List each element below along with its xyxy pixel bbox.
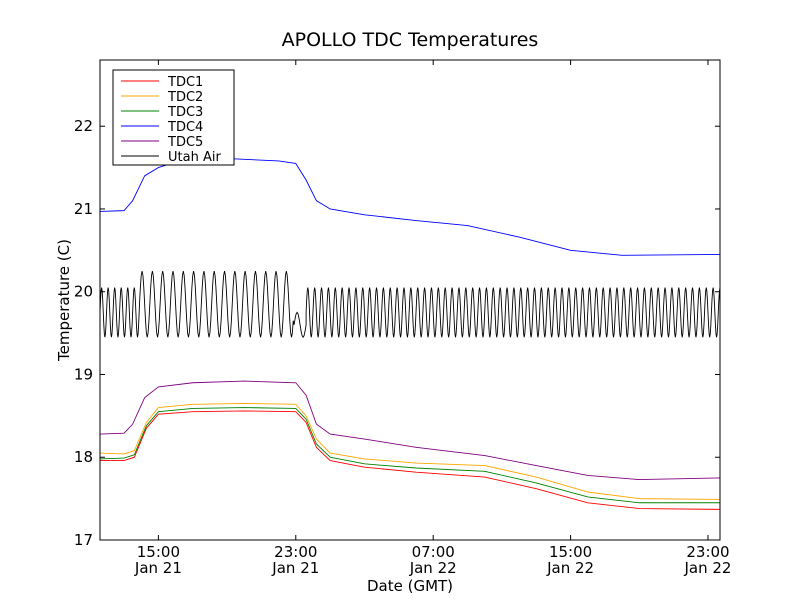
legend-label: TDC3 xyxy=(167,105,203,120)
legend-label: Utah Air xyxy=(168,150,221,165)
series-line-tdc5 xyxy=(100,380,720,481)
y-axis-label: Temperature (C) xyxy=(55,239,73,362)
series-line-tdc2 xyxy=(100,402,720,500)
x-tick-label-date: Jan 22 xyxy=(683,559,731,577)
x-tick-label-date: Jan 21 xyxy=(271,559,319,577)
y-axis-ticks: 17 18 19 20 21 22 xyxy=(74,117,720,549)
legend-label: TDC5 xyxy=(167,135,203,150)
legend-label: TDC1 xyxy=(167,75,203,90)
x-tick-label-date: Jan 22 xyxy=(409,559,457,577)
series-line-tdc4 xyxy=(100,157,720,256)
y-tick-label: 21 xyxy=(74,200,93,218)
x-tick-label-date: Jan 22 xyxy=(546,559,594,577)
y-tick-label: 18 xyxy=(74,448,93,466)
x-tick-label-time: 07:00 xyxy=(412,543,455,561)
plot-frame xyxy=(99,59,721,541)
x-tick-label-time: 23:00 xyxy=(274,543,317,561)
x-axis-label: Date (GMT) xyxy=(367,577,453,595)
series-line-tdc1 xyxy=(100,410,720,510)
series-lines xyxy=(100,157,720,510)
y-tick-label: 20 xyxy=(74,283,93,301)
x-tick-label-time: 23:00 xyxy=(686,543,729,561)
chart-title: APOLLO TDC Temperatures xyxy=(282,29,539,51)
series-line-tdc3 xyxy=(100,407,720,504)
x-tick-label-time: 15:00 xyxy=(549,543,592,561)
legend-label: TDC4 xyxy=(167,120,203,135)
legend-box xyxy=(112,69,235,166)
y-tick-label: 19 xyxy=(74,365,93,383)
axes xyxy=(99,59,721,541)
y-tick-label: 17 xyxy=(74,531,93,549)
y-tick-label: 22 xyxy=(74,117,93,135)
series-line-utah-air xyxy=(100,270,720,339)
x-tick-label-date: Jan 21 xyxy=(134,559,182,577)
legend-label: TDC2 xyxy=(167,90,203,105)
x-tick-label-time: 15:00 xyxy=(137,543,180,561)
